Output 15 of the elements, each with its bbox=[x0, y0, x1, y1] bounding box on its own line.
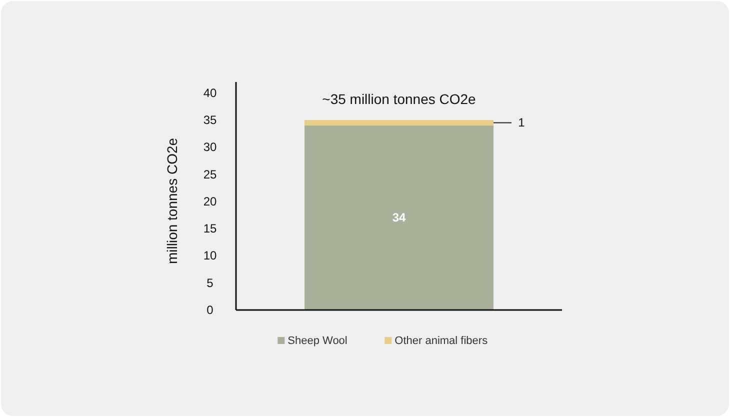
y-tick-label: 10 bbox=[203, 248, 217, 263]
legend-label: Sheep Wool bbox=[288, 335, 348, 347]
y-tick-label: 40 bbox=[203, 86, 217, 100]
y-tick-label: 15 bbox=[203, 222, 217, 236]
data-label: 1 bbox=[518, 116, 526, 130]
y-axis-title: million tonnes CO2e bbox=[164, 138, 180, 264]
y-tick-label: 20 bbox=[203, 194, 217, 208]
y-tick-label: 30 bbox=[203, 140, 217, 154]
y-tick-label: 5 bbox=[206, 276, 214, 290]
data-label: 34 bbox=[392, 210, 406, 225]
legend-label: Other animal fibers bbox=[394, 335, 488, 347]
y-tick-label: 35 bbox=[203, 113, 217, 127]
y-tick-label: 0 bbox=[206, 303, 214, 317]
y-tick-label: 25 bbox=[203, 167, 217, 182]
total-label: ~35 million tonnes CO2e bbox=[322, 91, 476, 107]
